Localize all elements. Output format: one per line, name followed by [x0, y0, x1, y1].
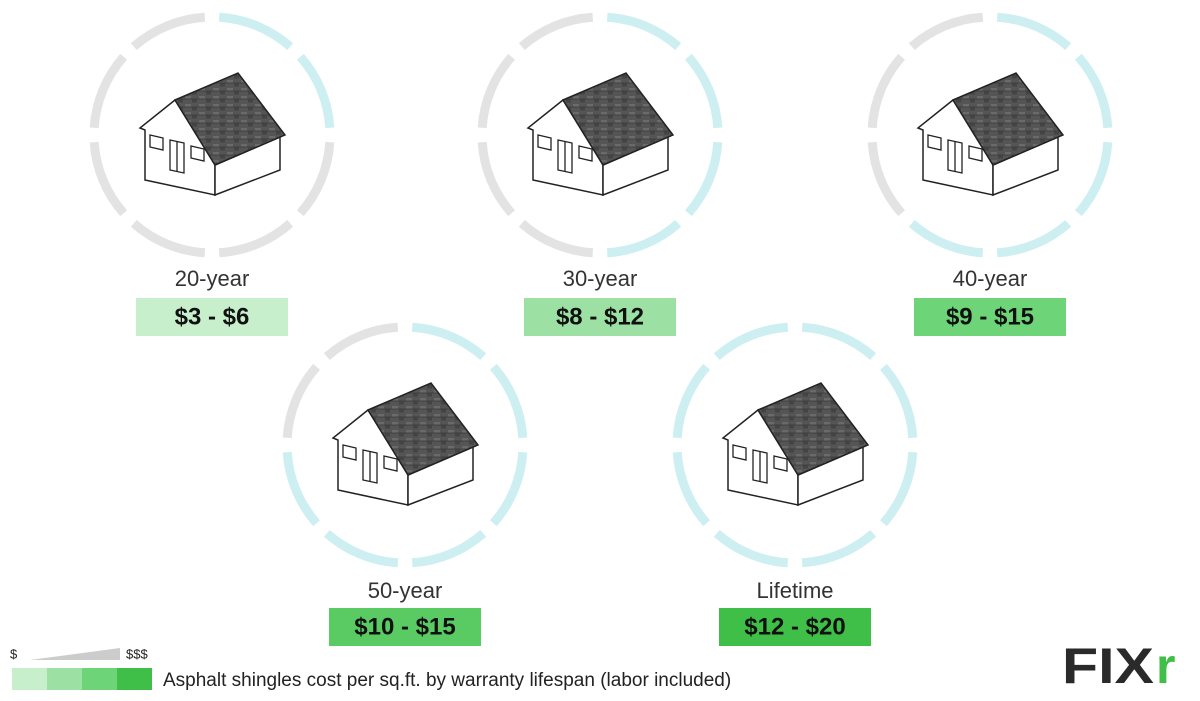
ring-segment — [130, 12, 206, 51]
item-label: Lifetime — [756, 578, 833, 603]
ring-segment — [879, 451, 918, 527]
item-price: $12 - $20 — [744, 613, 845, 640]
ring-segment — [879, 363, 918, 439]
legend-swatch — [47, 668, 82, 690]
house-icon — [527, 72, 674, 196]
price-box — [524, 298, 676, 336]
card: Lifetime $12 - $20 — [672, 322, 918, 646]
ring-segment — [282, 363, 321, 439]
item-label: 20-year — [175, 266, 250, 291]
ring-segment — [684, 53, 723, 129]
item-price: $8 - $12 — [556, 303, 644, 330]
ring-segment — [996, 12, 1072, 51]
card: 30-year $8 - $12 — [477, 12, 723, 336]
ring-segment — [801, 529, 877, 568]
house-icon — [139, 72, 286, 196]
logo: FIX r — [1062, 638, 1175, 694]
ring-segment — [672, 363, 711, 439]
house-icon — [332, 382, 479, 506]
ring-segment — [606, 12, 682, 51]
price-box — [719, 608, 871, 646]
ring-segment — [518, 219, 594, 258]
ring-segment — [518, 12, 594, 51]
ring-segment — [477, 53, 516, 129]
legend-high: $$$ — [126, 646, 148, 661]
house-icon — [917, 72, 1064, 196]
ring-segment — [477, 141, 516, 217]
card: 20-year $3 - $6 — [89, 12, 335, 336]
ring-segment — [867, 53, 906, 129]
ring-segment — [218, 219, 294, 258]
ring-segment — [296, 53, 335, 129]
item-price: $3 - $6 — [175, 303, 250, 330]
logo-text: FIX — [1062, 638, 1154, 694]
legend-wedge — [30, 648, 120, 660]
ring-segment — [489, 363, 528, 439]
price-box — [914, 298, 1066, 336]
ring-segment — [713, 529, 789, 568]
house-icon — [722, 382, 869, 506]
legend-caption: Asphalt shingles cost per sq.ft. by warr… — [163, 670, 731, 691]
ring-segment — [908, 12, 984, 51]
card: 50-year $10 - $15 — [282, 322, 528, 646]
ring-segment — [130, 219, 206, 258]
ring-segment — [867, 141, 906, 217]
ring-segment — [713, 322, 789, 361]
ring-segment — [672, 451, 711, 527]
item-label: 30-year — [563, 266, 638, 291]
item-label: 40-year — [953, 266, 1028, 291]
ring-segment — [218, 12, 294, 51]
ring-segment — [801, 322, 877, 361]
ring-segment — [323, 322, 399, 361]
ring-segment — [323, 529, 399, 568]
ring-segment — [89, 141, 128, 217]
ring-segment — [296, 141, 335, 217]
item-price: $10 - $15 — [354, 613, 455, 640]
ring-segment — [1074, 53, 1113, 129]
ring-segment — [684, 141, 723, 217]
price-box — [136, 298, 288, 336]
item-price: $9 - $15 — [946, 303, 1034, 330]
price-box — [329, 608, 481, 646]
ring-segment — [606, 219, 682, 258]
ring-segment — [996, 219, 1072, 258]
item-label: 50-year — [368, 578, 443, 603]
ring-segment — [411, 529, 487, 568]
ring-segment — [1074, 141, 1113, 217]
legend-swatch — [12, 668, 47, 690]
legend-low: $ — [10, 646, 18, 661]
ring-segment — [411, 322, 487, 361]
ring-segment — [89, 53, 128, 129]
legend: $ $$$ Asphalt shingles cost per sq.ft. b… — [10, 646, 731, 691]
ring-segment — [489, 451, 528, 527]
ring-segment — [282, 451, 321, 527]
logo-accent: r — [1156, 638, 1175, 694]
card: 40-year $9 - $15 — [867, 12, 1113, 336]
legend-swatch — [82, 668, 117, 690]
ring-segment — [908, 219, 984, 258]
legend-swatch — [117, 668, 152, 690]
